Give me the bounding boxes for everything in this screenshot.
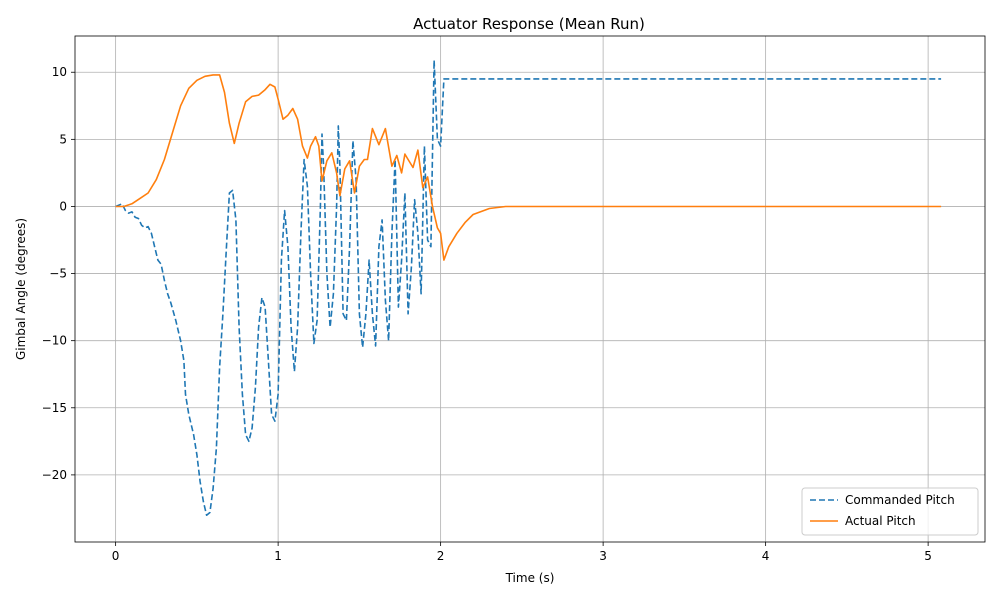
y-tick-label: 5 [59, 132, 67, 146]
y-axis-label: Gimbal Angle (degrees) [14, 218, 28, 360]
x-tick-label: 4 [762, 549, 770, 563]
x-axis-label: Time (s) [505, 571, 555, 585]
x-tick-label: 0 [112, 549, 120, 563]
x-tick-label: 1 [274, 549, 282, 563]
plot-frame [74, 35, 986, 543]
y-tick-label: −5 [49, 267, 67, 281]
series-lines [115, 59, 942, 516]
y-tick-label: −10 [42, 334, 67, 348]
legend-label-commanded: Commanded Pitch [845, 493, 955, 507]
legend-label-actual: Actual Pitch [845, 514, 916, 528]
legend-box [801, 487, 979, 536]
gridlines [75, 36, 985, 542]
y-tick-label: 10 [52, 65, 67, 79]
chart-title: Actuator Response (Mean Run) [413, 15, 645, 33]
y-tick-label: 0 [59, 199, 67, 213]
series-line-actual-pitch [115, 74, 942, 261]
legend: Commanded Pitch Actual Pitch [801, 487, 979, 536]
series-line-commanded-pitch [115, 59, 942, 516]
x-tick-label: 3 [599, 549, 607, 563]
x-tick-label: 2 [437, 549, 445, 563]
y-tick-label: −15 [42, 401, 67, 415]
x-tick-label: 5 [924, 549, 932, 563]
axis-ticks: 0 1 2 3 4 5 −20 −15 −10 −5 0 5 10 [42, 65, 932, 563]
y-tick-label: −20 [42, 468, 67, 482]
